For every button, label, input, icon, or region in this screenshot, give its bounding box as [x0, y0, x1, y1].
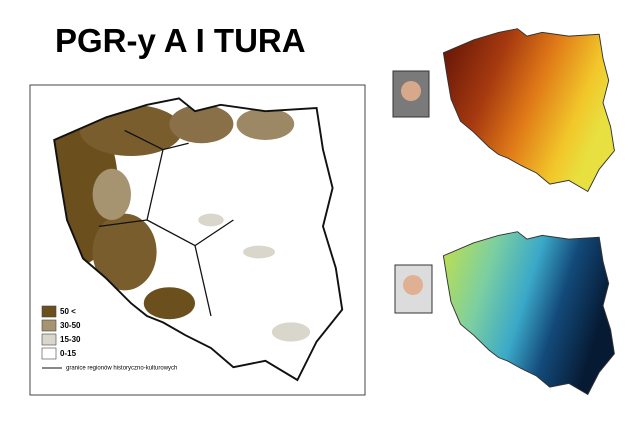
legend-swatch [41, 333, 57, 346]
legend-label: 15-30 [60, 335, 81, 344]
legend-label: 30-50 [60, 321, 81, 330]
title: PGR-y A I TURA [55, 22, 306, 59]
map-komorowski [442, 27, 616, 193]
legend-label: 50 < [60, 307, 76, 316]
photo-face [403, 275, 423, 295]
legend-label: 0-15 [60, 349, 77, 358]
legend: 50 < 30-50 15-30 0-15 [41, 305, 81, 360]
photo-face [401, 81, 421, 101]
legend-swatch [41, 305, 57, 318]
legend-swatch [41, 319, 57, 332]
legend-swatch [41, 347, 57, 360]
legend-label: granice regionów historyczno-kulturowych [66, 366, 177, 372]
map-duda [442, 230, 616, 396]
